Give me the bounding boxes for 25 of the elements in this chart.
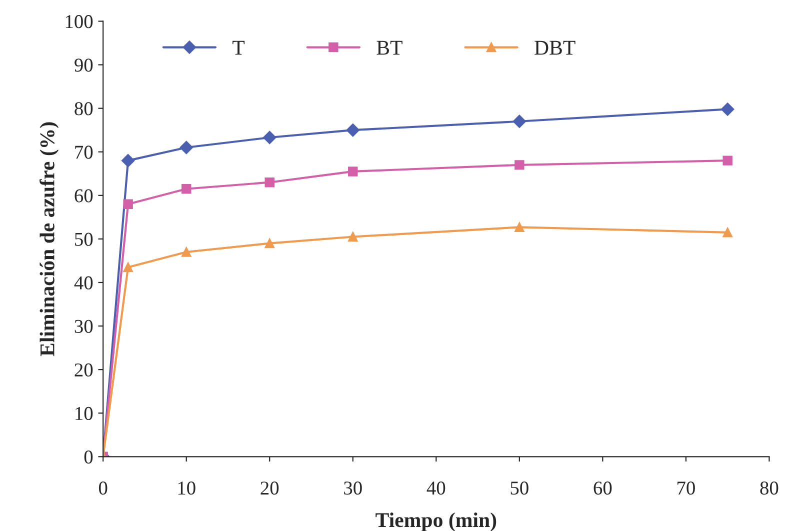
x-tick-label: 60 (594, 482, 612, 495)
y-tick-label: 50 (75, 232, 93, 246)
legend-label: DBT (534, 40, 576, 55)
y-tick-label: 0 (84, 450, 93, 464)
x-tick-label: 30 (344, 482, 362, 495)
legend-label: T (232, 40, 245, 55)
y-tick-label: 60 (74, 189, 93, 202)
y-tick-label: 70 (75, 146, 93, 159)
y-tick-label: 40 (74, 276, 93, 290)
x-tick-label: 20 (260, 482, 279, 495)
y-axis-title: Eliminación de azufre (%) (40, 122, 59, 356)
x-tick-label: 50 (510, 482, 528, 495)
y-tick-label: 80 (74, 102, 93, 116)
y-tick-label: 10 (76, 406, 93, 420)
x-tick-label: 0 (98, 482, 108, 495)
y-tick-label: 30 (74, 320, 93, 333)
x-tick-label: 70 (678, 482, 695, 495)
x-tick-label: 10 (178, 482, 196, 495)
y-tick-label: 90 (74, 58, 93, 72)
x-tick-label: 40 (426, 482, 446, 495)
x-axis-title: Tiempo (min) (376, 512, 496, 531)
x-tick-label: 80 (760, 482, 778, 495)
y-tick-label: 20 (74, 363, 93, 377)
y-tick-label: 100 (66, 15, 93, 28)
legend-label: BT (376, 40, 402, 55)
